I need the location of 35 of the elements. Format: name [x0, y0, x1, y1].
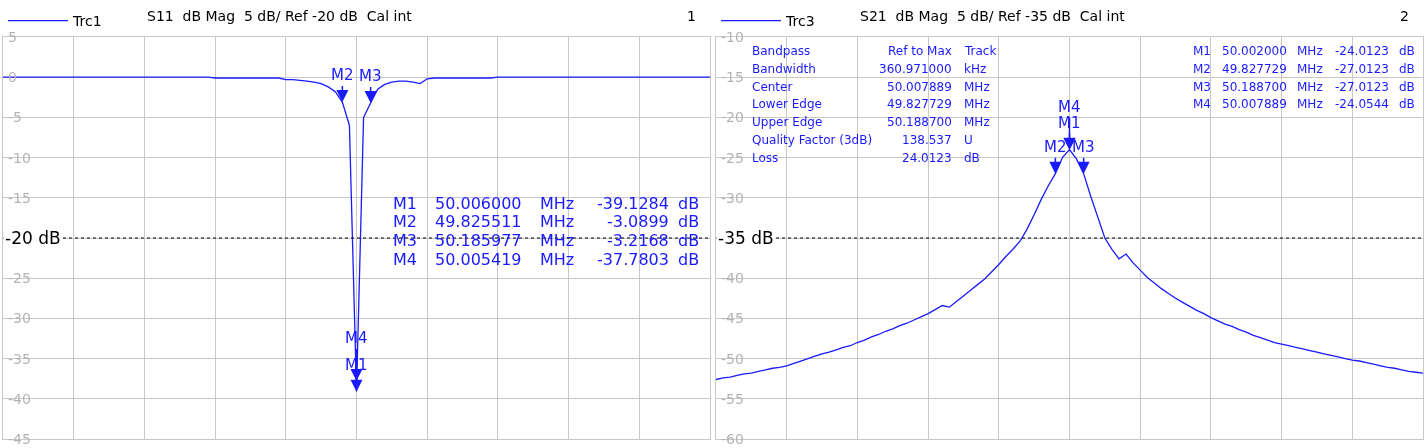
y-tick-label: -10 [721, 29, 744, 45]
annotation: M3 [359, 67, 382, 85]
text: M1 50.002000 MHz -24.0123 dB M2 49.827729 MHz -27.0123 dB M3 50.188700 MHz -27.0123 dB M4 50.007889 MHz -24.0544 dB [1193, 44, 1415, 111]
y-tick-label: -30 [721, 190, 744, 206]
annotation: M4 [1058, 98, 1081, 116]
y-tick-label: -45 [8, 431, 31, 447]
text: Bandpass Ref to Max Track Bandwidth 360.971000 kHz Center 50.007889 MHz Lower Edge 49.827729 MHz Upper Edge 50.188700 MHz Quality Factor (3dB) 138.537 U Loss 24.0123 dB [752, 44, 997, 165]
y-tick-label: -5 [8, 109, 22, 125]
y-tick-label: -15 [8, 190, 31, 206]
y-tick-label: -20 [721, 109, 744, 125]
y-tick-label: -50 [721, 351, 744, 367]
y-tick-label: -25 [8, 270, 31, 286]
y-tick-label: 5 [8, 29, 17, 45]
chart-subtitle: S21 dB Mag 5 dB/ Ref -35 dB Cal int [860, 8, 1126, 24]
text: 1 [687, 8, 696, 24]
annotation: M3 [1072, 138, 1095, 156]
ref-line-label: -20 dB [5, 228, 61, 248]
text: 2 [1400, 8, 1409, 24]
annotation: M2 [331, 66, 354, 84]
chart-subtitle: S11 dB Mag 5 dB/ Ref -20 dB Cal int [147, 8, 413, 24]
y-tick-label: -45 [721, 310, 744, 326]
annotation: M2 [1044, 138, 1067, 156]
legend-label: Trc1 [72, 13, 102, 30]
y-tick-label: -30 [8, 310, 31, 326]
ref-line-label: -35 dB [718, 228, 774, 248]
y-tick-label: -35 [8, 351, 31, 367]
y-tick-label: -40 [721, 270, 744, 286]
y-tick-label: -60 [721, 431, 744, 447]
y-tick-label: -40 [8, 391, 31, 407]
y-tick-label: -10 [8, 150, 31, 166]
y-tick-label: -55 [721, 391, 744, 407]
legend-label: Trc3 [785, 13, 815, 30]
y-tick-label: -25 [721, 150, 744, 166]
y-tick-label: -15 [721, 69, 744, 85]
text: M1 50.006000 MHz -39.1284 dB M2 49.825511 MHz -3.0899 dB M3 50.185977 MHz -3.2168 dB M4 50.005419 MHz -37.7803 dB [393, 194, 700, 269]
